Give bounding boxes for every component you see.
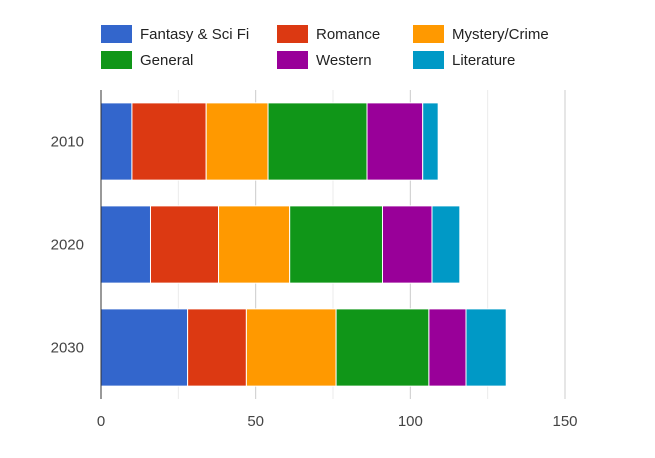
x-tick-label-50: 50 bbox=[247, 413, 264, 430]
legend-swatch-4 bbox=[101, 51, 132, 69]
bar-2030-series-6 bbox=[465, 308, 507, 387]
legend-label-4: General bbox=[140, 52, 193, 69]
bar-2010-series-3 bbox=[205, 102, 269, 181]
legend-swatch-1 bbox=[101, 25, 132, 43]
legend-label-3: Mystery/Crime bbox=[452, 26, 549, 43]
bar-2020-series-4 bbox=[289, 205, 383, 284]
x-axis-tick-labels: 0 50 100 150 bbox=[97, 413, 578, 430]
x-tick-label-150: 150 bbox=[552, 413, 577, 430]
bar-2030-series-1 bbox=[100, 308, 189, 387]
bar-2020-series-1 bbox=[100, 205, 151, 284]
legend-swatch-5 bbox=[277, 51, 308, 69]
bar-2020-series-6 bbox=[431, 205, 461, 284]
bar-2010-series-2 bbox=[131, 102, 207, 181]
bar-2010-series-4 bbox=[267, 102, 368, 181]
legend-label-5: Western bbox=[316, 52, 372, 69]
bar-2030-series-2 bbox=[187, 308, 247, 387]
y-category-label-2010: 2010 bbox=[51, 134, 84, 151]
legend-swatch-2 bbox=[277, 25, 308, 43]
legend-label-6: Literature bbox=[452, 52, 515, 69]
bar-2030-series-5 bbox=[428, 308, 467, 387]
bar-2020-series-3 bbox=[218, 205, 291, 284]
bar-2020-series-5 bbox=[381, 205, 433, 284]
chart-bars bbox=[100, 102, 507, 387]
legend-swatch-3 bbox=[413, 25, 444, 43]
y-category-label-2020: 2020 bbox=[51, 237, 84, 254]
bar-2010-series-1 bbox=[100, 102, 133, 181]
y-category-label-2030: 2030 bbox=[51, 340, 84, 357]
bar-2010-series-5 bbox=[366, 102, 424, 181]
x-tick-label-100: 100 bbox=[398, 413, 423, 430]
bar-2020-series-2 bbox=[149, 205, 220, 284]
y-axis-category-labels: 2010 2020 2030 bbox=[51, 134, 84, 357]
bar-2030-series-3 bbox=[245, 308, 337, 387]
bar-2030-series-4 bbox=[335, 308, 430, 387]
legend-label-1: Fantasy & Sci Fi bbox=[140, 26, 249, 43]
legend-label-2: Romance bbox=[316, 26, 380, 43]
chart-legend: Fantasy & Sci Fi Romance Mystery/Crime Gene… bbox=[101, 25, 549, 69]
x-tick-label-0: 0 bbox=[97, 413, 105, 430]
bar-2010-series-6 bbox=[422, 102, 439, 181]
legend-swatch-6 bbox=[413, 51, 444, 69]
